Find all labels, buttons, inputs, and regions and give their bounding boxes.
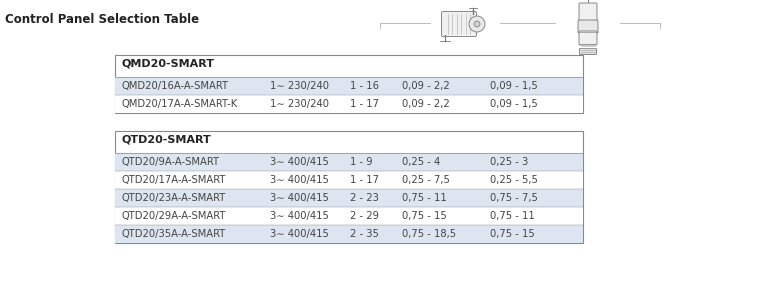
Text: 0,09 - 2,2: 0,09 - 2,2	[402, 81, 450, 91]
Text: QMD20/17A-A-SMART-K: QMD20/17A-A-SMART-K	[122, 99, 238, 109]
Text: QTD20/35A-A-SMART: QTD20/35A-A-SMART	[122, 229, 226, 239]
Text: 0,25 - 3: 0,25 - 3	[490, 157, 528, 167]
Text: QTD20-SMART: QTD20-SMART	[122, 135, 212, 145]
Text: 0,75 - 11: 0,75 - 11	[490, 211, 535, 221]
Text: 0,75 - 11: 0,75 - 11	[402, 193, 447, 203]
Text: 0,75 - 15: 0,75 - 15	[402, 211, 447, 221]
Bar	[115, 225, 583, 243]
Bar	[115, 77, 583, 95]
Bar	[115, 207, 583, 225]
Text: QTD20/17A-A-SMART: QTD20/17A-A-SMART	[122, 175, 226, 185]
FancyBboxPatch shape	[579, 49, 597, 55]
Circle shape	[469, 16, 485, 32]
FancyBboxPatch shape	[441, 12, 476, 37]
Text: QMD20-SMART: QMD20-SMART	[122, 59, 215, 69]
Text: 1∼ 230/240: 1∼ 230/240	[270, 81, 329, 91]
Text: 0,25 - 5,5: 0,25 - 5,5	[490, 175, 538, 185]
Bar	[115, 171, 583, 189]
Text: 3∼ 400/415: 3∼ 400/415	[270, 211, 329, 221]
Text: 1∼ 230/240: 1∼ 230/240	[270, 99, 329, 109]
Bar	[115, 131, 583, 243]
Text: 0,09 - 1,5: 0,09 - 1,5	[490, 99, 538, 109]
Bar	[115, 189, 583, 207]
Text: 3∼ 400/415: 3∼ 400/415	[270, 193, 329, 203]
Text: 1 - 17: 1 - 17	[350, 99, 379, 109]
Circle shape	[474, 21, 480, 27]
Text: 3∼ 400/415: 3∼ 400/415	[270, 175, 329, 185]
Text: 3∼ 400/415: 3∼ 400/415	[270, 157, 329, 167]
Bar	[115, 95, 583, 113]
Text: 1 - 17: 1 - 17	[350, 175, 379, 185]
Text: 2 - 29: 2 - 29	[350, 211, 379, 221]
FancyBboxPatch shape	[579, 31, 597, 45]
FancyBboxPatch shape	[579, 3, 597, 22]
Text: QMD20/16A-A-SMART: QMD20/16A-A-SMART	[122, 81, 229, 91]
Text: QTD20/29A-A-SMART: QTD20/29A-A-SMART	[122, 211, 226, 221]
Text: QTD20/9A-A-SMART: QTD20/9A-A-SMART	[122, 157, 220, 167]
Text: 1 - 16: 1 - 16	[350, 81, 379, 91]
Bar	[115, 153, 583, 171]
Text: 0,09 - 2,2: 0,09 - 2,2	[402, 99, 450, 109]
Text: 0,09 - 1,5: 0,09 - 1,5	[490, 81, 538, 91]
Text: 2 - 23: 2 - 23	[350, 193, 379, 203]
Bar	[115, 55, 583, 113]
Text: 0,75 - 18,5: 0,75 - 18,5	[402, 229, 456, 239]
Text: Control Panel Selection Table: Control Panel Selection Table	[5, 13, 199, 26]
Text: 0,25 - 4: 0,25 - 4	[402, 157, 441, 167]
Text: 2 - 35: 2 - 35	[350, 229, 379, 239]
Text: 0,75 - 15: 0,75 - 15	[490, 229, 535, 239]
Text: 3∼ 400/415: 3∼ 400/415	[270, 229, 329, 239]
Text: 0,25 - 7,5: 0,25 - 7,5	[402, 175, 450, 185]
Text: QTD20/23A-A-SMART: QTD20/23A-A-SMART	[122, 193, 226, 203]
FancyBboxPatch shape	[578, 20, 598, 33]
Text: 0,75 - 7,5: 0,75 - 7,5	[490, 193, 538, 203]
Text: 1 - 9: 1 - 9	[350, 157, 373, 167]
